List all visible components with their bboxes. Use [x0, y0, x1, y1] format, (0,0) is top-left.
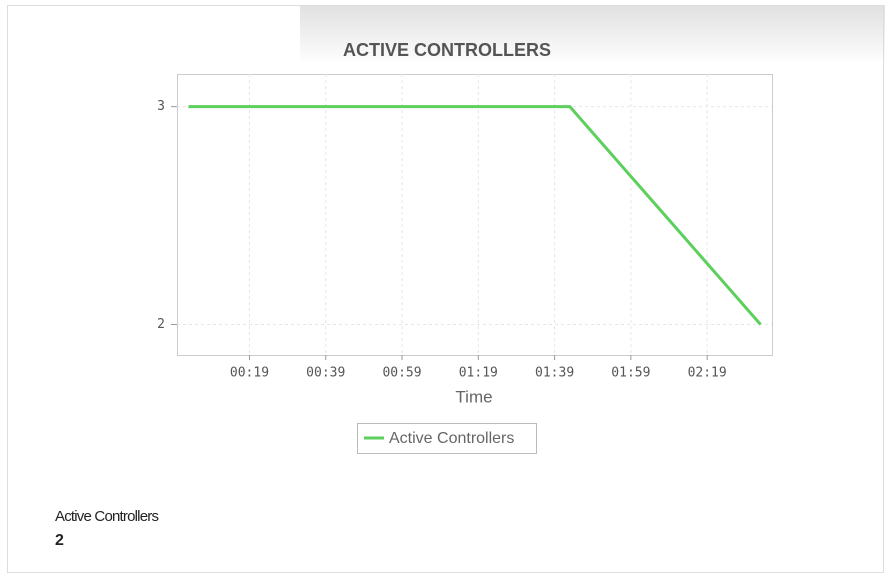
x-tick-label: 00:19	[230, 366, 269, 381]
y-tick-label: 3	[157, 99, 165, 114]
summary-label: Active Controllers	[55, 508, 158, 525]
panel-border	[7, 5, 884, 573]
x-tick-label: 02:19	[688, 366, 727, 381]
x-axis-label: Time	[455, 387, 492, 406]
shadow	[300, 5, 885, 65]
x-tick-label: 00:59	[382, 366, 421, 381]
chart-title: ACTIVE CONTROLLERS	[343, 40, 551, 60]
x-tick-label: 00:39	[306, 366, 345, 381]
plot-border	[177, 74, 773, 356]
summary-value: 2	[55, 532, 64, 549]
legend-label: Active Controllers	[389, 430, 514, 447]
legend	[357, 423, 537, 454]
x-tick-label: 01:19	[459, 366, 498, 381]
x-tick-label: 01:59	[611, 366, 650, 381]
y-tick-label: 2	[157, 317, 165, 332]
line	[188, 105, 762, 326]
x-tick-label: 01:39	[535, 366, 574, 381]
